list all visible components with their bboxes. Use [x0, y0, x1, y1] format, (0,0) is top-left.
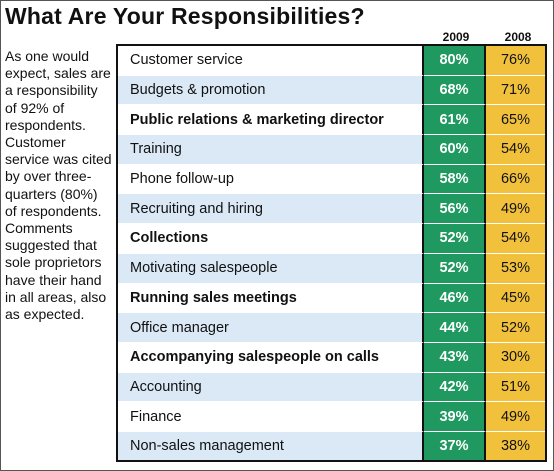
row-label: Accompanying salespeople on calls [118, 342, 424, 373]
value-2009: 44% [424, 313, 486, 343]
value-2009: 52% [424, 224, 486, 254]
value-2008: 51% [486, 372, 545, 403]
value-2008: 30% [486, 342, 545, 373]
description-text: As one would expect, sales are a respons… [5, 48, 112, 323]
value-2009: 46% [424, 283, 486, 314]
value-2009: 68% [424, 75, 486, 106]
table-row: Recruiting and hiring 56% 49% [118, 194, 545, 225]
value-2009: 56% [424, 194, 486, 225]
value-2009: 37% [424, 431, 486, 460]
value-2008: 52% [486, 313, 545, 343]
value-2009: 60% [424, 135, 486, 165]
value-2008: 65% [486, 105, 545, 136]
value-2009: 43% [424, 342, 486, 373]
value-2009: 42% [424, 372, 486, 403]
row-label: Office manager [118, 313, 424, 343]
value-2008: 54% [486, 135, 545, 165]
value-2008: 54% [486, 224, 545, 254]
value-2008: 38% [486, 431, 545, 460]
row-label: Accounting [118, 372, 424, 403]
responsibilities-table: Customer service 80% 76% Budgets & promotio… [116, 44, 547, 462]
row-label: Training [118, 135, 424, 165]
row-label: Recruiting and hiring [118, 194, 424, 225]
value-2009: 80% [424, 46, 486, 76]
value-2009: 39% [424, 402, 486, 432]
value-2009: 58% [424, 164, 486, 195]
row-label: Finance [118, 402, 424, 432]
row-label: Phone follow-up [118, 164, 424, 195]
value-2008: 49% [486, 194, 545, 225]
value-2009: 61% [424, 105, 486, 136]
row-label: Motivating salespeople [118, 253, 424, 284]
table-row: Phone follow-up 58% 66% [118, 164, 545, 195]
table-row: Public relations & marketing director 61%… [118, 105, 545, 136]
row-label: Collections [118, 224, 424, 254]
row-label: Running sales meetings [118, 283, 424, 314]
table-row: Budgets & promotion 68% 71% [118, 75, 545, 106]
row-label: Budgets & promotion [118, 75, 424, 106]
table-row: Collections 52% 54% [118, 224, 545, 254]
table-row: Accompanying salespeople on calls 43% 30% [118, 342, 545, 373]
table-row: Motivating salespeople 52% 53% [118, 253, 545, 284]
value-2008: 71% [486, 75, 545, 106]
value-2008: 53% [486, 253, 545, 284]
table-row: Running sales meetings 46% 45% [118, 283, 545, 314]
value-2008: 49% [486, 402, 545, 432]
table-row: Accounting 42% 51% [118, 372, 545, 403]
table-row: Training 60% 54% [118, 135, 545, 165]
column-header-2009: 2009 [442, 30, 470, 44]
chart-title: What Are Your Responsibilities? [5, 3, 365, 29]
value-2008: 66% [486, 164, 545, 195]
table-row: Non-sales management 37% 38% [118, 431, 545, 460]
table-row: Office manager 44% 52% [118, 313, 545, 343]
table-row: Finance 39% 49% [118, 402, 545, 432]
row-label: Public relations & marketing director [118, 105, 424, 136]
row-label: Non-sales management [118, 431, 424, 460]
row-label: Customer service [118, 46, 424, 76]
value-2009: 52% [424, 253, 486, 284]
column-header-2008: 2008 [504, 30, 532, 44]
value-2008: 76% [486, 46, 545, 76]
table-row: Customer service 80% 76% [118, 46, 545, 76]
value-2008: 45% [486, 283, 545, 314]
